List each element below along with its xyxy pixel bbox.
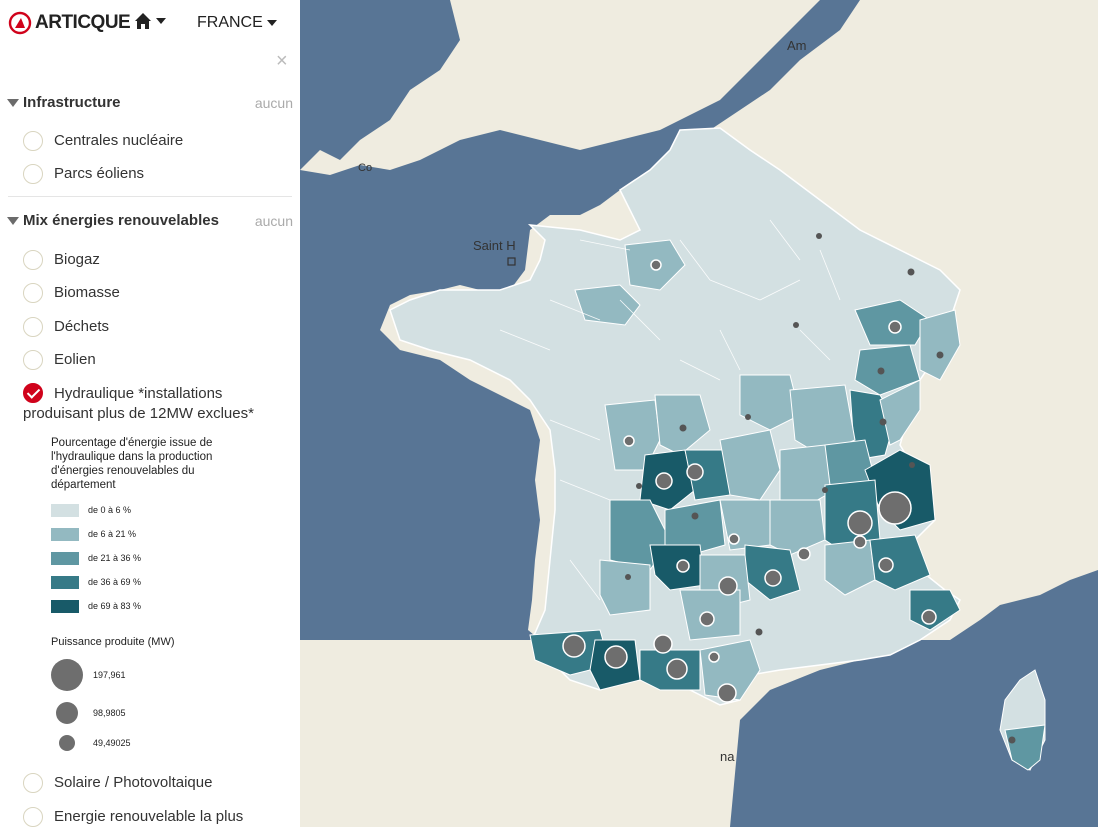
legend-bubble-large [51, 659, 83, 691]
legend-class: de 69 à 83 % [51, 599, 141, 613]
section-title: Infrastructure [23, 94, 121, 111]
home-dropdown-button[interactable] [134, 12, 166, 30]
sidebar: ARTICQUE FRANCE × Infrastructure aucun C… [0, 0, 300, 827]
legend-class: de 0 à 6 % [51, 503, 131, 517]
legend-label: de 36 à 69 % [88, 577, 142, 587]
legend-class: de 6 à 21 % [51, 527, 136, 541]
atlantic-sea [300, 0, 860, 640]
home-icon [135, 13, 151, 29]
legend-class: de 21 à 36 % [51, 551, 141, 565]
checkmark-icon[interactable] [23, 383, 43, 403]
legend-title: Pourcentage d'énergie issue de l'hydraul… [51, 437, 213, 491]
option-label: Déchets [54, 318, 110, 335]
option-label: Parcs éoliens [54, 165, 145, 182]
map-label-saint-helier: Saint H [473, 238, 516, 253]
map-canvas[interactable] [300, 0, 1098, 827]
section-title: Mix énergies renouvelables [23, 212, 219, 229]
radio-button[interactable] [23, 283, 43, 303]
option-solaire[interactable]: Solaire / Photovoltaique [23, 773, 212, 793]
top-bar: ARTICQUE FRANCE [0, 0, 300, 46]
production-bubbles [562, 259, 937, 703]
city-marker [507, 257, 516, 266]
map-label-amsterdam: Am [787, 38, 807, 53]
legend-bubble-medium [56, 702, 78, 724]
chevron-down-icon [266, 20, 277, 26]
legend-swatch [51, 527, 79, 541]
option-label: Biomasse [54, 284, 120, 301]
department-fills [529, 239, 961, 701]
legend-swatch [51, 551, 79, 565]
option-label-hydraulique: Hydraulique *installations produisant pl… [23, 385, 254, 422]
deselect-all-link[interactable]: aucun [254, 213, 293, 229]
collapse-triangle-icon [7, 99, 19, 107]
mediterranean-sea [730, 570, 1098, 827]
legend-bubble-label: 49,49025 [93, 738, 131, 748]
legend-bubble-small [59, 735, 75, 751]
close-icon[interactable]: × [276, 50, 288, 72]
legend-label: de 69 à 83 % [88, 601, 142, 611]
radio-button[interactable] [23, 773, 43, 793]
logo-text: ARTICQUE [35, 12, 131, 33]
country-dropdown-button[interactable]: FRANCE [197, 14, 277, 32]
map-view[interactable]: Saint H Am na Co [300, 0, 1098, 827]
collapse-triangle-icon [7, 217, 19, 225]
option-label: Energie renouvelable la plus [54, 808, 244, 825]
bubble-legend-title: Puissance produite (MW) [51, 636, 175, 648]
radio-button[interactable] [23, 350, 43, 370]
legend-label: de 6 à 21 % [88, 529, 137, 539]
legend-label: de 0 à 6 % [88, 505, 132, 515]
map-label-cornwall: Co [358, 162, 373, 174]
option-energie-plus[interactable]: Energie renouvelable la plus [23, 807, 243, 827]
option-label: Biogaz [54, 251, 100, 268]
legend-swatch [51, 575, 79, 589]
radio-button[interactable] [23, 807, 43, 827]
legend-swatch [51, 503, 79, 517]
logo-icon [8, 11, 32, 35]
option-label: Solaire / Photovoltaique [54, 774, 213, 791]
map-label-barcelona: na [720, 749, 735, 764]
option-label: Centrales nucléaire [54, 132, 184, 149]
radio-button[interactable] [23, 250, 43, 270]
deselect-all-link[interactable]: aucun [254, 95, 293, 111]
option-hydraulique[interactable] [23, 383, 293, 403]
option-centrales-nucleaire[interactable]: Centrales nucléaire [23, 131, 183, 151]
option-label: Eolien [54, 351, 96, 368]
legend-swatch [51, 599, 79, 613]
legend-bubble-label: 98,9805 [93, 708, 126, 718]
country-label: FRANCE [197, 14, 263, 31]
option-parcs-eoliens[interactable]: Parcs éoliens [23, 164, 144, 184]
articque-logo[interactable]: ARTICQUE [8, 11, 131, 35]
option-biomasse[interactable]: Biomasse [23, 283, 120, 303]
legend-label: de 21 à 36 % [88, 553, 142, 563]
divider [8, 196, 292, 197]
small-dots [625, 233, 1016, 744]
legend-class: de 36 à 69 % [51, 575, 141, 589]
option-dechets[interactable]: Déchets [23, 317, 109, 337]
radio-button[interactable] [23, 317, 43, 337]
section-mix-energies[interactable]: Mix énergies renouvelables aucun [0, 211, 300, 233]
option-biogaz[interactable]: Biogaz [23, 250, 100, 270]
chevron-down-icon [156, 18, 166, 24]
legend-bubble-label: 197,961 [93, 670, 126, 680]
department-borders [499, 219, 841, 601]
option-eolien[interactable]: Eolien [23, 350, 96, 370]
radio-button[interactable] [23, 131, 43, 151]
radio-button[interactable] [23, 164, 43, 184]
corsica-dept [1004, 724, 1046, 771]
section-infrastructure[interactable]: Infrastructure aucun [0, 93, 300, 115]
